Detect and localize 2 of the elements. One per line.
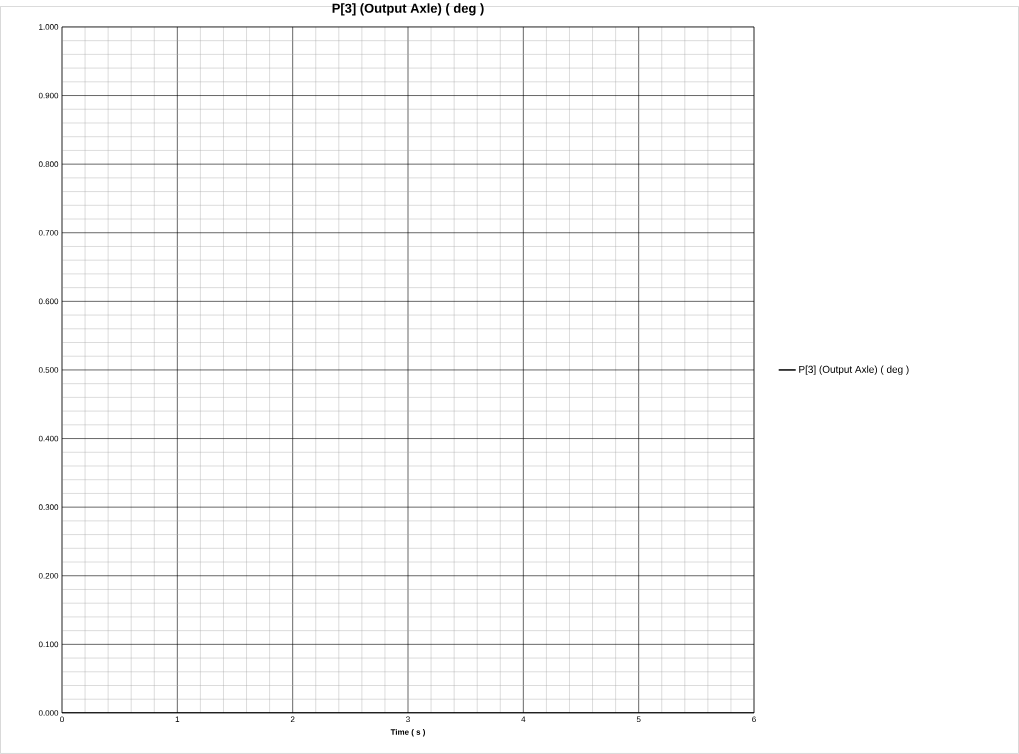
- legend-label: P[3] (Output Axle) ( deg ): [799, 365, 909, 375]
- chart-title: P[3] (Output Axle) ( deg ): [332, 3, 484, 16]
